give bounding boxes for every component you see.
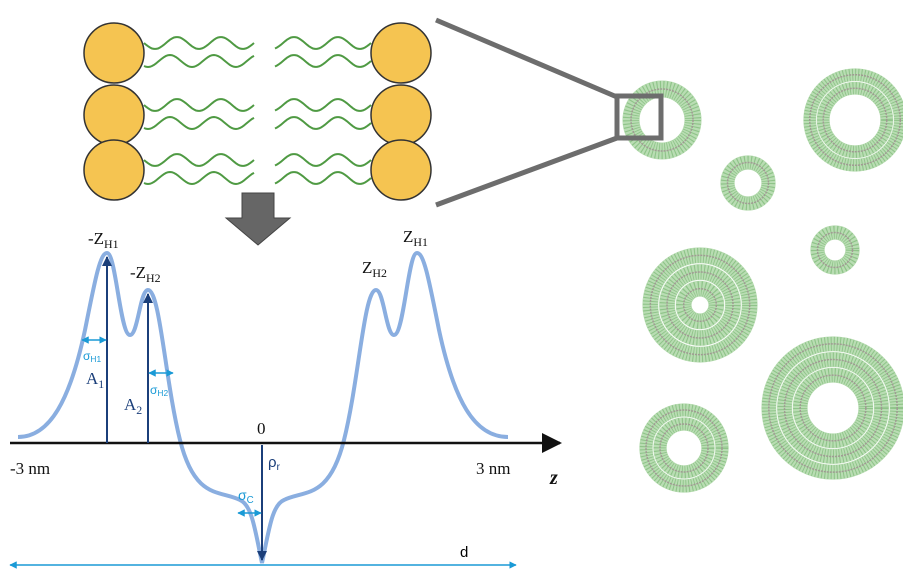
lipid-tail xyxy=(275,55,371,67)
label-zh1: ZH1 xyxy=(403,227,428,249)
label-neg-zh2: -ZH2 xyxy=(130,263,161,285)
label-rho: ρr xyxy=(268,454,281,473)
label-sub: C xyxy=(247,495,254,506)
down-arrow xyxy=(226,193,290,245)
label-sub: H1 xyxy=(90,354,101,364)
lipid-tail xyxy=(144,154,254,166)
lipid-tail xyxy=(144,55,254,67)
lipid-tail xyxy=(275,99,371,111)
thickness-label: d xyxy=(460,544,468,561)
vesicles xyxy=(631,75,900,486)
lipid-tail xyxy=(144,99,254,111)
label-main: A xyxy=(86,369,99,388)
lipid-tails xyxy=(144,37,371,184)
label-a1: A1 xyxy=(86,369,104,391)
axis-origin-label: 0 xyxy=(257,419,266,438)
lipid-tail xyxy=(144,37,254,49)
axis-left-label: -3 nm xyxy=(10,459,50,478)
lipid-head xyxy=(84,23,144,83)
label-main: ρ xyxy=(268,454,277,471)
zoom-line xyxy=(436,138,617,205)
lipid-tail xyxy=(275,154,371,166)
lipid-tail xyxy=(144,117,254,129)
label-zh2: ZH2 xyxy=(362,258,387,280)
label-sub: H2 xyxy=(146,271,161,285)
label-main: -Z xyxy=(88,229,104,248)
lipid-heads xyxy=(84,23,431,200)
label-sigma-h1: σH1 xyxy=(83,349,101,364)
label-sub: H1 xyxy=(413,235,428,249)
lipid-tail xyxy=(275,172,371,184)
label-sigma-h2: σH2 xyxy=(150,383,168,398)
label-sub: r xyxy=(277,461,281,473)
label-sub: 1 xyxy=(98,377,104,391)
lipid-head xyxy=(84,85,144,145)
lipid-head xyxy=(84,140,144,200)
label-main: A xyxy=(124,395,137,414)
label-sub: H1 xyxy=(104,237,119,251)
lipid-head xyxy=(371,23,431,83)
label-sub: 2 xyxy=(136,403,142,417)
label-main: Z xyxy=(403,227,413,246)
lipid-tail xyxy=(275,37,371,49)
label-sigma-c: σC xyxy=(238,487,254,506)
label-sub: H2 xyxy=(372,266,387,280)
axis-name: z xyxy=(549,467,558,489)
label-main: σ xyxy=(238,487,247,503)
label-main: -Z xyxy=(130,263,146,282)
zoom-line xyxy=(436,20,617,97)
label-neg-zh1: -ZH1 xyxy=(88,229,119,251)
lipid-tail xyxy=(144,172,254,184)
lipid-head xyxy=(371,85,431,145)
label-main: Z xyxy=(362,258,372,277)
lipid-tail xyxy=(275,117,371,129)
axis-right-label: 3 nm xyxy=(476,459,510,478)
diagram: -ZH1 -ZH2 ZH2 ZH1 A1 A2 ρr σH1 σH2 σC -3… xyxy=(0,0,903,569)
label-sub: H2 xyxy=(157,388,168,398)
label-a2: A2 xyxy=(124,395,142,417)
lipid-head xyxy=(371,140,431,200)
